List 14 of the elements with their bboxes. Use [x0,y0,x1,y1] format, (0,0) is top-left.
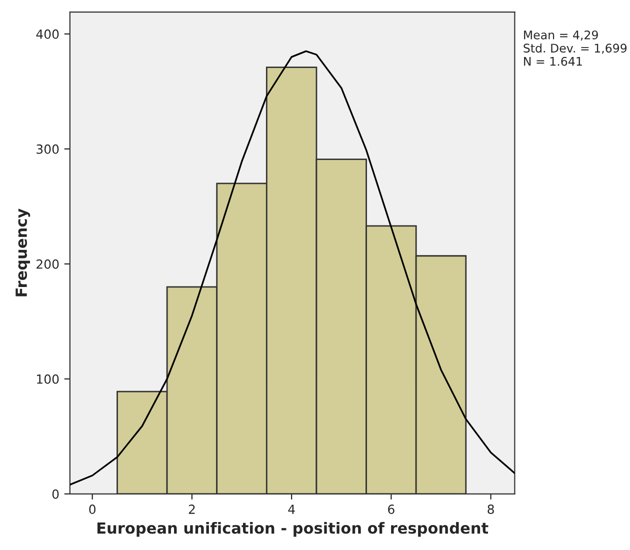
x-tick-label: 4 [288,504,295,514]
y-tick-label: 400 [36,29,59,39]
y-tick-label: 300 [36,144,59,154]
x-tick-label: 0 [89,504,96,514]
y-tick-label: 100 [37,374,59,384]
y-tick-label: 0 [52,489,59,499]
y-axis-title: Frequency [16,208,30,296]
x-axis-title: European unification - position of respondent [97,522,488,537]
x-tick-label: 2 [188,504,195,514]
x-tick-label: 6 [388,504,394,514]
line-series [70,50,515,486]
x-tick-label: 8 [488,504,494,514]
text: Mean = 4,29 Std. Dev. = 1,699 N = 1.641 [524,30,627,66]
y-tick-label: 200 [36,259,59,269]
